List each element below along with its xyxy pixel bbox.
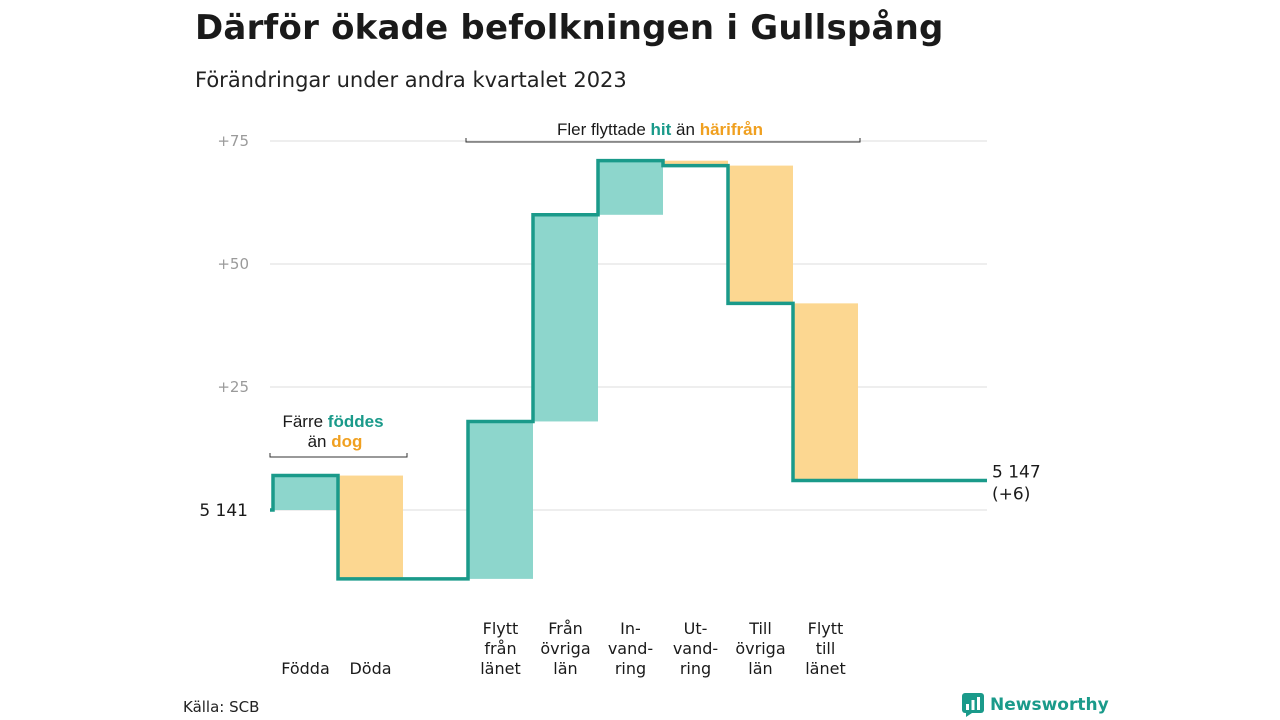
y-tick-label: +75 — [217, 132, 249, 150]
category-label: Ut- — [684, 619, 708, 638]
bar-decrease — [338, 475, 403, 579]
bar-decrease — [663, 160, 728, 166]
category-label: vand- — [673, 639, 718, 658]
bar-increase — [273, 475, 338, 510]
annotation-births-bracket — [269, 453, 408, 458]
category-label: In- — [620, 619, 641, 638]
category-label: Flytt — [808, 619, 844, 638]
y-tick-label: +50 — [217, 255, 249, 273]
bar-decrease — [793, 303, 858, 481]
category-label: Döda — [349, 659, 391, 678]
bar-chart-icon — [962, 693, 984, 717]
bar-increase — [468, 421, 533, 579]
brand-name: Newsworthy — [990, 695, 1109, 715]
bar-increase — [598, 160, 663, 215]
category-label: län — [748, 659, 772, 678]
annotation-births-line2: än dog — [308, 432, 363, 451]
bar-decrease — [728, 165, 793, 304]
bar-increase — [533, 214, 598, 422]
category-label: övriga — [540, 639, 590, 658]
category-label: ring — [615, 659, 646, 678]
end-value-label: 5 147 — [992, 462, 1041, 482]
category-label: länet — [805, 659, 846, 678]
start-value-label: 5 141 — [199, 501, 248, 521]
category-label: övriga — [735, 639, 785, 658]
category-label: Flytt — [483, 619, 519, 638]
category-label: Födda — [281, 659, 330, 678]
brand-logo: Newsworthy — [962, 693, 1109, 717]
end-change-label: (+6) — [992, 484, 1030, 504]
source-note: Källa: SCB — [183, 698, 260, 716]
category-label: Till — [748, 619, 772, 638]
category-label: vand- — [608, 639, 653, 658]
category-label: Från — [548, 619, 583, 638]
category-label: till — [816, 639, 836, 658]
annotation-migration: Fler flyttade hit än härifrån — [557, 120, 763, 139]
y-tick-label: +25 — [217, 378, 249, 396]
category-label: länet — [480, 659, 521, 678]
annotation-births-line1: Färre föddes — [282, 412, 383, 431]
chart-title: Därför ökade befolkningen i Gullspång — [195, 8, 944, 48]
category-label: län — [553, 659, 577, 678]
annotation-migration-bracket — [465, 138, 861, 143]
category-label: ring — [680, 659, 711, 678]
chart-subtitle: Förändringar under andra kvartalet 2023 — [195, 68, 627, 92]
waterfall-line — [270, 158, 987, 581]
category-label: från — [484, 639, 516, 658]
